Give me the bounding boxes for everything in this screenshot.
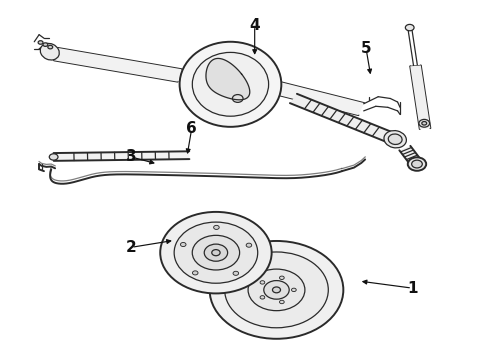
Ellipse shape [193,271,198,275]
Ellipse shape [260,296,265,299]
Ellipse shape [264,280,289,299]
Ellipse shape [180,42,281,127]
Polygon shape [273,82,364,115]
Ellipse shape [412,160,422,168]
Polygon shape [290,94,394,142]
Ellipse shape [192,53,269,116]
Ellipse shape [246,243,252,247]
Ellipse shape [388,134,402,144]
Ellipse shape [292,288,296,292]
Ellipse shape [405,24,414,31]
Text: 6: 6 [186,121,197,136]
Ellipse shape [204,244,228,261]
Ellipse shape [225,252,328,328]
Polygon shape [54,48,182,82]
Ellipse shape [260,281,265,284]
Ellipse shape [248,269,305,311]
Ellipse shape [160,212,271,293]
Ellipse shape [49,154,58,160]
Text: 1: 1 [407,280,417,296]
Ellipse shape [214,225,219,229]
Text: 5: 5 [361,41,371,57]
Ellipse shape [212,249,220,256]
Ellipse shape [192,235,240,270]
Polygon shape [206,58,250,100]
Text: 2: 2 [126,240,137,255]
Polygon shape [53,151,189,161]
Text: 4: 4 [249,18,260,33]
Ellipse shape [419,120,430,127]
Ellipse shape [210,241,343,339]
Ellipse shape [384,131,406,148]
Ellipse shape [40,43,59,60]
Ellipse shape [48,45,53,49]
Ellipse shape [233,271,239,275]
Ellipse shape [232,95,243,102]
Ellipse shape [272,287,280,293]
Ellipse shape [408,157,426,171]
Ellipse shape [174,222,258,283]
Ellipse shape [43,43,48,46]
Ellipse shape [38,41,43,44]
Polygon shape [399,146,422,166]
Ellipse shape [422,122,427,125]
Text: 3: 3 [126,149,137,165]
Ellipse shape [180,243,186,247]
Polygon shape [410,66,430,129]
Ellipse shape [279,300,284,304]
Ellipse shape [279,276,284,279]
